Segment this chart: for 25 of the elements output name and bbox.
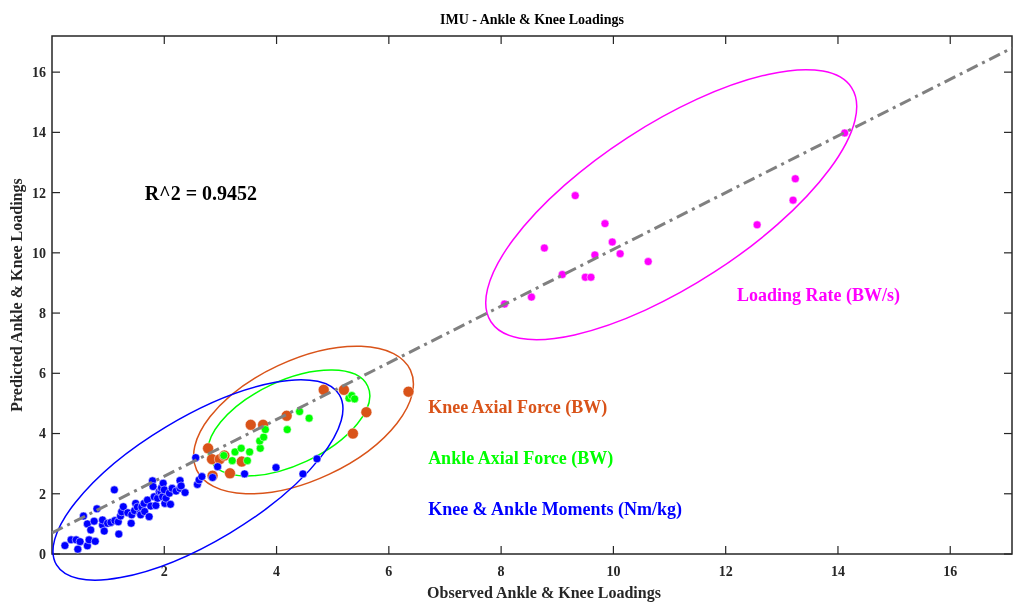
annotation: R^2 = 0.9452	[144, 181, 258, 204]
y-tick-label: 4	[39, 426, 46, 442]
text: Ankle Axial Force (BW)	[428, 447, 614, 469]
y-tick-label: 14	[32, 125, 46, 141]
y-tick-label: 10	[32, 245, 46, 261]
series-label: Knee Axial Force (BW)	[428, 396, 608, 418]
y-tick-label: 6	[39, 366, 46, 382]
x-tick-label: 16	[943, 564, 958, 579]
x-tick-label: 14	[830, 564, 845, 579]
y-tick-label: 0	[39, 546, 46, 562]
x-axis-title: Observed Ankle & Knee Loadings	[427, 584, 661, 602]
chart-title: IMU - Ankle & Knee Loadings	[440, 12, 625, 27]
text: Loading Rate (BW/s)	[736, 285, 900, 307]
x-tick-label: 2	[160, 564, 168, 579]
y-axis-title: Predicted Ankle & Knee Loadings	[8, 178, 26, 412]
y-tick-label: 8	[39, 305, 46, 321]
x-tick-label: 6	[385, 564, 393, 579]
x-tick-label: 10	[606, 564, 621, 579]
x-tick-label: 12	[718, 564, 733, 579]
x-tick-label: 8	[497, 564, 505, 579]
y-tick-label: 2	[39, 486, 46, 502]
y-tick-label: 12	[32, 185, 46, 201]
text: Knee & Ankle Moments (Nm/kg)	[428, 499, 683, 521]
y-tick-label: 16	[32, 65, 46, 81]
x-tick-label: 4	[273, 564, 281, 579]
